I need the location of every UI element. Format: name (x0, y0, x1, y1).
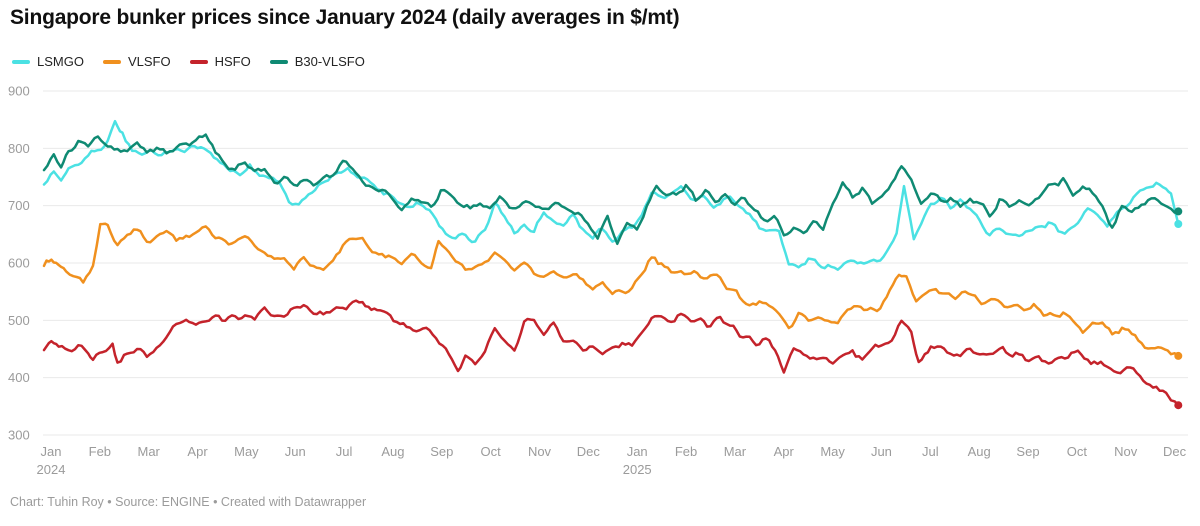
x-tick-label: Feb (89, 444, 111, 459)
x-tick-label: Jan (41, 444, 62, 459)
y-tick-label: 900 (8, 84, 30, 99)
legend-item-hsfo: HSFO (189, 54, 251, 69)
legend-swatch-icon (102, 59, 121, 64)
x-tick-label: Apr (774, 444, 795, 459)
x-tick-label: Jun (285, 444, 306, 459)
legend-swatch-icon (12, 59, 30, 64)
x-year-label: 2024 (37, 462, 66, 477)
series-end-dot-vlsfo (1174, 351, 1183, 360)
chart-legend: LSMGO VLSFO HSFO B30-VLSFO (12, 54, 365, 69)
x-tick-label: Jul (336, 444, 353, 459)
chart-credit: Chart: Tuhin Roy • Source: ENGINE • Crea… (10, 495, 367, 509)
series-line-lsmgo[interactable] (42, 119, 1180, 271)
x-tick-label: Aug (381, 444, 404, 459)
y-tick-label: 600 (8, 256, 30, 271)
x-tick-label: Jun (871, 444, 892, 459)
legend-item-b30-vlsfo: B30-VLSFO (269, 54, 365, 69)
y-tick-label: 300 (8, 428, 30, 443)
x-tick-label: Dec (577, 444, 601, 459)
y-tick-label: 500 (8, 313, 30, 328)
series-end-dot-lsmgo (1174, 220, 1183, 228)
y-tick-label: 400 (8, 370, 30, 385)
y-tick-label: 700 (8, 198, 30, 213)
x-tick-label: Jul (922, 444, 939, 459)
y-tick-label: 800 (8, 141, 30, 156)
legend-swatch-icon (269, 59, 288, 64)
x-tick-label: Nov (1114, 444, 1138, 459)
x-tick-label: Oct (481, 444, 502, 459)
x-tick-label: Mar (138, 444, 161, 459)
legend-label: B30-VLSFO (294, 54, 365, 69)
series-end-dot-hsfo (1174, 401, 1183, 410)
series-line-b30-vlsfo[interactable] (42, 133, 1180, 246)
x-tick-label: Aug (968, 444, 991, 459)
x-tick-label: Dec (1163, 444, 1187, 459)
page-title: Singapore bunker prices since January 20… (10, 6, 680, 29)
legend-item-lsmgo: LSMGO (12, 54, 84, 69)
legend-label: HSFO (214, 54, 251, 69)
series-line-hsfo[interactable] (42, 299, 1180, 407)
x-tick-label: Apr (187, 444, 208, 459)
legend-label: LSMGO (37, 54, 84, 69)
x-tick-label: Mar (724, 444, 747, 459)
x-tick-label: Oct (1067, 444, 1088, 459)
x-tick-label: Jan (627, 444, 648, 459)
x-tick-label: Sep (430, 444, 453, 459)
legend-label: VLSFO (127, 54, 171, 69)
x-tick-label: May (820, 444, 845, 459)
x-tick-label: Feb (675, 444, 697, 459)
legend-item-vlsfo: VLSFO (102, 54, 171, 69)
series-line-vlsfo[interactable] (42, 222, 1180, 358)
x-year-label: 2025 (623, 462, 652, 477)
x-tick-label: Nov (528, 444, 552, 459)
legend-swatch-icon (189, 59, 208, 64)
x-tick-label: Sep (1016, 444, 1039, 459)
x-tick-label: May (234, 444, 259, 459)
series-end-dot-b30-vlsfo (1174, 207, 1183, 216)
